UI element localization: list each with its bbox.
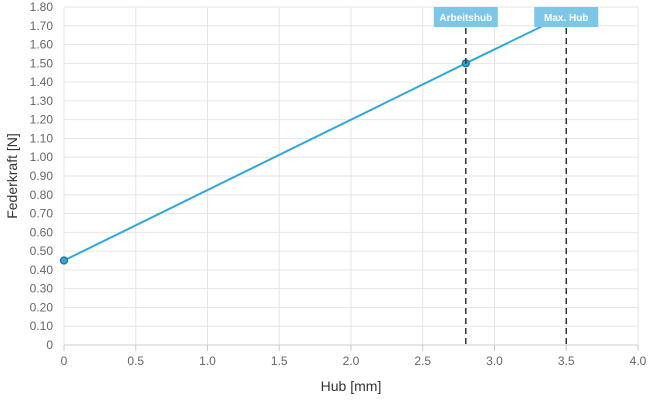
y-tick-label: 0: [46, 338, 53, 352]
y-tick-label: 0.30: [30, 282, 54, 296]
data-point[interactable]: [59, 256, 69, 265]
y-tick-label: 1.40: [30, 75, 54, 89]
y-tick-label: 1.20: [30, 113, 54, 127]
y-tick-label: 0.80: [30, 188, 54, 202]
x-tick-label: 2.0: [343, 354, 360, 368]
markers-layer: Arbeitshub Max. Hub: [433, 7, 599, 345]
x-tick-label: 3.0: [486, 354, 503, 368]
y-tick-label: 0.20: [30, 300, 54, 314]
x-axis: 0 0.5 1.0 1.5 2.0 2.5 3.0 3.5 4.0: [61, 344, 647, 368]
y-tick-label: 0.90: [30, 169, 54, 183]
marker: Max. Hub: [534, 7, 599, 345]
series-layer: [59, 10, 571, 265]
marker-label: Max. Hub: [544, 13, 588, 24]
y-tick-label: 0.40: [30, 263, 54, 277]
marker-label: Arbeitshub: [439, 13, 492, 24]
x-tick-label: 0: [61, 354, 68, 368]
x-tick-label: 2.5: [414, 354, 431, 368]
marker: Arbeitshub: [433, 7, 498, 345]
y-tick-label: 1.50: [30, 56, 54, 70]
y-tick-label: 1.70: [30, 19, 54, 33]
y-tick-label: 0.60: [30, 225, 54, 239]
x-tick-label: 1.5: [271, 354, 288, 368]
y-tick-label: 0.10: [30, 319, 54, 333]
chart-grid: [63, 6, 639, 346]
y-axis: 0 0.10 0.20 0.30 0.40 0.50 0.60 0.70 0.80 0.90 1.0…: [30, 0, 54, 352]
x-tick-label: 3.5: [558, 354, 575, 368]
x-tick-label: 1.0: [199, 354, 216, 368]
y-tick-label: 1.00: [30, 150, 54, 164]
marker-badge: [534, 7, 599, 27]
y-tick-label: 1.30: [30, 94, 54, 108]
x-tick-label: 4.0: [630, 354, 647, 368]
y-tick-label: 1.80: [30, 0, 54, 14]
y-axis-title: Federkraft [N]: [4, 133, 20, 219]
y-tick-label: 1.60: [30, 38, 54, 52]
y-tick-label: 0.70: [30, 207, 54, 221]
marker-badge: [433, 7, 498, 27]
y-tick-label: 0.50: [30, 244, 54, 258]
x-axis-title: Hub [mm]: [321, 378, 382, 394]
x-tick-label: 0.5: [127, 354, 144, 368]
y-tick-label: 1.10: [30, 131, 54, 145]
series-line: [63, 13, 567, 262]
